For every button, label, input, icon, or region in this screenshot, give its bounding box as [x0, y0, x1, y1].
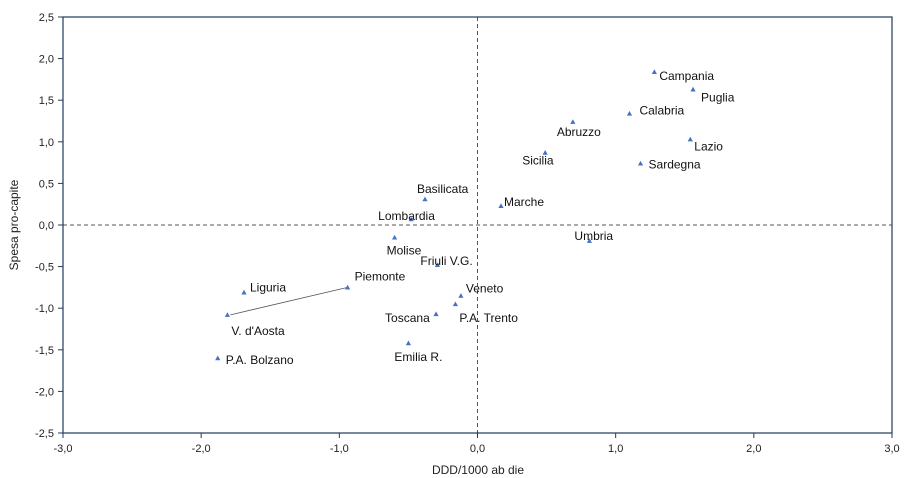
data-point — [422, 196, 428, 202]
x-tick-label: 3,0 — [884, 443, 899, 455]
y-tick-label: 2,0 — [39, 54, 54, 66]
point-label: Veneto — [466, 282, 504, 296]
point-label: Sicilia — [522, 154, 554, 168]
point-label: Sardegna — [649, 157, 701, 171]
point-label: Liguria — [250, 280, 286, 294]
x-tick-label: -2,0 — [192, 443, 211, 455]
x-tick-label: -1,0 — [330, 443, 349, 455]
data-point — [224, 312, 231, 317]
y-tick-label: 0,0 — [39, 220, 54, 232]
data-point — [408, 216, 414, 222]
data-points — [215, 69, 696, 361]
data-point — [458, 293, 464, 298]
data-point — [570, 119, 576, 124]
point-label: Marche — [504, 195, 544, 209]
x-axis: -3,0 -2,0 -1,0 0,0 1,0 2,0 3,0 — [54, 433, 900, 455]
y-tick-label: 0,5 — [39, 178, 54, 190]
point-label: Campania — [659, 69, 714, 83]
data-point — [452, 301, 458, 307]
data-point — [241, 289, 247, 295]
x-tick-label: 0,0 — [470, 443, 485, 455]
y-tick-label: 2,5 — [39, 12, 54, 24]
piemonte-aosta-connector — [230, 287, 348, 316]
x-tick-label: -3,0 — [54, 443, 73, 455]
y-axis-title: Spesa pro-capite — [7, 179, 21, 270]
y-tick-label: 1,5 — [39, 95, 54, 107]
data-point — [433, 311, 439, 317]
y-tick-label: -0,5 — [35, 262, 54, 274]
data-point — [434, 262, 441, 268]
reference-lines — [63, 17, 892, 433]
x-axis-title: DDD/1000 ab die — [432, 463, 524, 477]
point-label: Emilia R. — [394, 350, 442, 364]
x-tick-label: 2,0 — [746, 443, 761, 455]
point-label: Molise — [387, 243, 422, 257]
data-point — [637, 160, 644, 166]
connector-lines — [230, 287, 348, 316]
data-point — [586, 238, 593, 243]
point-label: P.A. Bolzano — [226, 353, 294, 367]
data-point — [542, 150, 548, 155]
point-label: Friuli V.G. — [420, 254, 472, 268]
y-tick-label: -1,0 — [35, 303, 54, 315]
point-label: Piemonte — [355, 269, 406, 283]
point-label: Basilicata — [417, 182, 469, 196]
y-tick-label: -2,5 — [35, 428, 54, 440]
data-point — [345, 284, 351, 290]
point-label: Toscana — [385, 311, 430, 325]
data-point — [626, 110, 633, 116]
data-point — [651, 69, 657, 74]
point-label: Calabria — [639, 104, 684, 118]
point-label: Lazio — [694, 139, 723, 153]
point-labels: Campania Puglia Calabria Abruzzo Lazio Sicili… — [226, 69, 735, 367]
point-label: Abruzzo — [557, 125, 601, 139]
data-point — [405, 340, 412, 346]
y-axis: 2,5 2,0 1,5 1,0 0,5 0,0 -0,5 -1,0 -1,5 -2,0 -2,5 — [35, 12, 63, 440]
y-tick-label: 1,0 — [39, 137, 54, 149]
data-point — [392, 234, 398, 240]
data-point — [690, 86, 696, 92]
data-point — [687, 136, 693, 142]
point-label: Umbria — [574, 229, 613, 243]
data-point — [215, 355, 221, 361]
x-tick-label: 1,0 — [608, 443, 623, 455]
y-tick-label: -2,0 — [35, 386, 54, 398]
data-point — [498, 203, 504, 208]
point-label: V. d'Aosta — [231, 324, 285, 338]
y-tick-label: -1,5 — [35, 345, 54, 357]
point-label: P.A. Trento — [459, 311, 518, 325]
point-label: Lombardia — [378, 209, 435, 223]
point-label: Puglia — [701, 90, 735, 104]
